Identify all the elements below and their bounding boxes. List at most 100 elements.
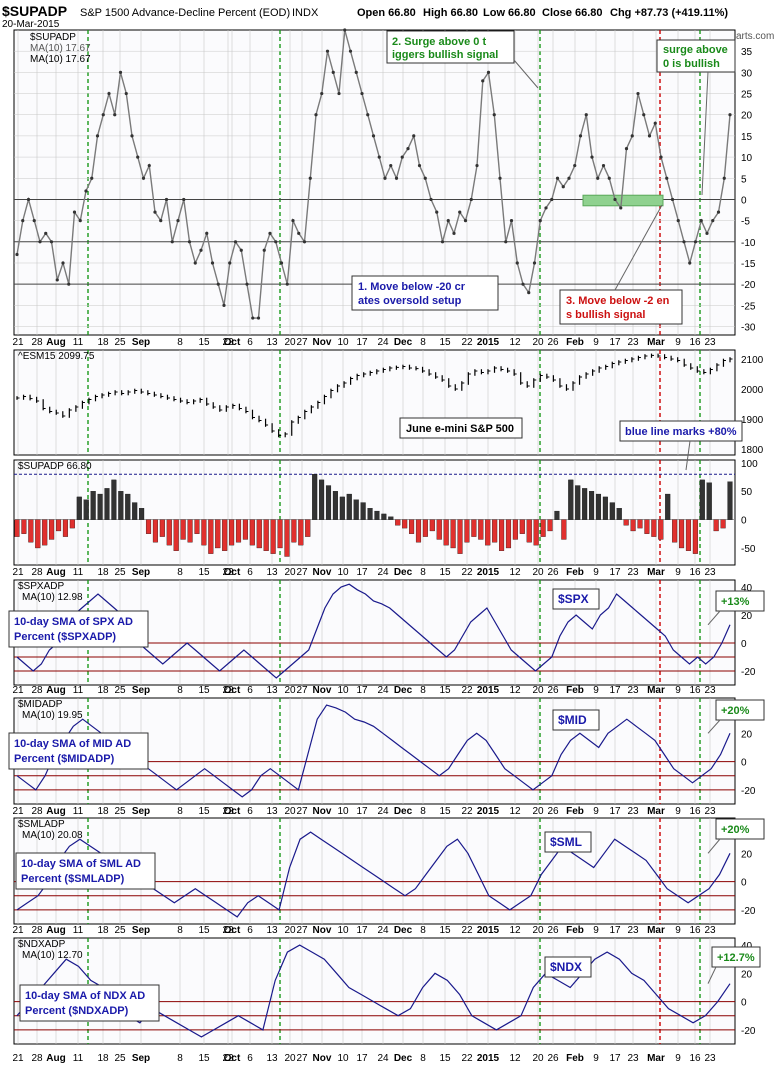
- x-tick-label: Oct: [224, 337, 241, 348]
- supadp-point: [256, 316, 261, 320]
- histogram-bar: [284, 519, 290, 557]
- x-tick-label: 20: [532, 806, 544, 817]
- x-tick-label: 20: [532, 337, 544, 348]
- x-tick-label: 22: [222, 685, 234, 696]
- annotation-text: iggers bullish signal: [392, 49, 498, 61]
- supadp-point: [659, 155, 663, 159]
- x-tick-label: 20: [532, 685, 544, 696]
- supadp-point: [222, 303, 226, 307]
- legend-entry: $NDXADP: [18, 939, 66, 950]
- y-tick-label: -30: [741, 323, 756, 334]
- histogram-bar: [436, 519, 442, 540]
- x-tick-label: 18: [97, 806, 109, 817]
- histogram-bar: [478, 519, 484, 540]
- supadp-point: [584, 113, 588, 117]
- header-date: 20-Mar-2015: [2, 19, 60, 30]
- x-tick-label: Feb: [566, 806, 584, 817]
- x-tick-label: 22: [461, 685, 473, 696]
- x-tick-label: Nov: [313, 567, 332, 578]
- legend-entry: $SPXADP: [18, 581, 64, 592]
- histogram-bar: [139, 508, 145, 520]
- supadp-point: [665, 176, 669, 180]
- supadp-point: [44, 231, 48, 235]
- header-close: Close 66.80: [542, 7, 603, 19]
- x-tick-label: Sep: [132, 567, 150, 578]
- supadp-point: [711, 219, 715, 223]
- x-tick-label: Feb: [566, 685, 584, 696]
- histogram-bar: [388, 516, 394, 520]
- x-tick-label: 25: [114, 806, 126, 817]
- histogram-bar: [699, 479, 705, 520]
- x-tick-label: 26: [547, 685, 559, 696]
- supadp-point: [187, 240, 192, 244]
- supadp-point: [130, 134, 134, 138]
- histogram-bar: [589, 491, 595, 520]
- supadp-point: [268, 231, 272, 235]
- x-tick-label: 13: [266, 567, 278, 578]
- x-tick-label: 15: [198, 567, 210, 578]
- histogram-bar: [339, 496, 345, 520]
- histogram-bar: [644, 519, 650, 534]
- histogram-bar: [499, 519, 505, 551]
- histogram-bar: [277, 519, 283, 549]
- histogram-bar: [450, 519, 456, 549]
- supadp-point: [274, 240, 278, 244]
- annotation-text: s bullish signal: [566, 309, 645, 321]
- histogram-bar: [415, 519, 422, 543]
- supadp-point: [527, 291, 531, 295]
- x-tick-label: 20: [284, 1053, 296, 1064]
- x-tick-label: 25: [114, 925, 126, 936]
- supadp-point: [239, 248, 243, 252]
- x-tick-label: 20: [284, 337, 296, 348]
- supadp-point: [308, 176, 312, 180]
- x-tick-label: 17: [356, 806, 368, 817]
- x-tick-label: 17: [356, 1053, 368, 1064]
- x-tick-label: 10: [337, 806, 349, 817]
- x-tick-label: 28: [31, 567, 43, 578]
- annotation-text: Percent ($NDXADP): [25, 1005, 129, 1017]
- supadp-point: [573, 163, 577, 168]
- x-tick-label: 9: [593, 685, 599, 696]
- y-tick-label: 1900: [741, 415, 764, 426]
- supadp-point: [164, 197, 169, 202]
- histogram-bar: [305, 519, 311, 537]
- supadp-point: [406, 147, 410, 151]
- histogram-bar: [35, 519, 41, 549]
- supadp-point: [676, 219, 680, 223]
- histogram-bar: [69, 519, 75, 529]
- x-tick-label: 21: [12, 337, 24, 348]
- supadp-point: [578, 134, 583, 138]
- x-tick-label: Mar: [647, 685, 665, 696]
- annotation-box: [8, 610, 149, 648]
- supadp-point: [532, 261, 537, 265]
- x-tick-label: 28: [31, 1053, 43, 1064]
- histogram-bar: [367, 508, 373, 520]
- histogram-bar: [402, 519, 408, 529]
- x-tick-label: 18: [97, 925, 109, 936]
- histogram-bar: [83, 499, 89, 520]
- histogram-bar: [263, 519, 269, 551]
- x-tick-label: 23: [704, 337, 716, 348]
- last-value-box: [711, 946, 761, 968]
- x-tick-label: 8: [177, 925, 183, 936]
- supadp-point: [193, 261, 197, 265]
- supadp-point: [504, 240, 508, 244]
- x-tick-label: 23: [704, 1053, 716, 1064]
- supadp-point: [55, 278, 59, 282]
- histogram-bar: [201, 519, 207, 546]
- x-tick-label: 24: [377, 685, 389, 696]
- x-tick-label: 25: [114, 1053, 126, 1064]
- supadp-point: [118, 70, 123, 74]
- x-tick-label: 26: [547, 1053, 559, 1064]
- histogram-bar: [42, 519, 48, 546]
- histogram-bar: [623, 519, 629, 526]
- x-tick-label: Feb: [566, 337, 584, 348]
- x-tick-label: Oct: [224, 925, 241, 936]
- x-tick-label: Aug: [46, 337, 65, 348]
- x-tick-label: Aug: [46, 925, 65, 936]
- x-tick-label: 18: [97, 685, 109, 696]
- supadp-point: [360, 91, 364, 96]
- x-tick-label: 22: [461, 1053, 473, 1064]
- x-tick-label: 15: [439, 1053, 451, 1064]
- supadp-point: [475, 163, 479, 168]
